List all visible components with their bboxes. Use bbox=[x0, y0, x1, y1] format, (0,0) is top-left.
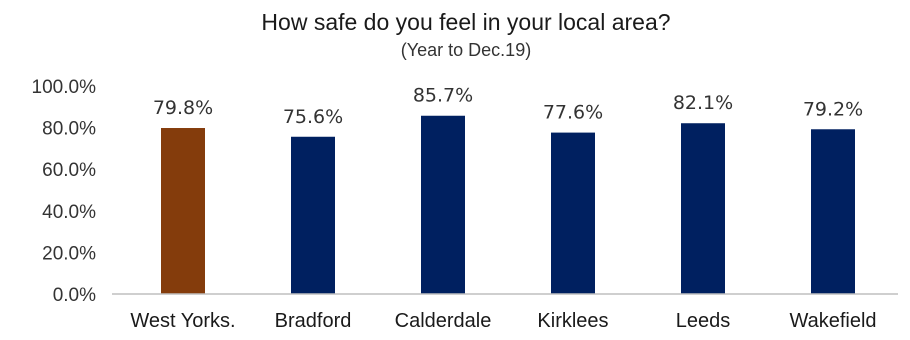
x-tick-label: Wakefield bbox=[789, 310, 876, 332]
bar-kirklees bbox=[551, 132, 595, 294]
y-tick-label: 20.0% bbox=[42, 243, 96, 264]
data-label: 77.6% bbox=[543, 102, 603, 124]
bar-wakefield bbox=[811, 129, 855, 294]
data-label: 79.2% bbox=[803, 98, 863, 120]
chart-subtitle: (Year to Dec.19) bbox=[401, 40, 531, 60]
data-label: 79.8% bbox=[153, 97, 213, 119]
x-tick-label: Kirklees bbox=[537, 310, 608, 332]
y-tick-label: 100.0% bbox=[32, 77, 97, 98]
x-tick-label: Bradford bbox=[275, 310, 352, 332]
bar-calderdale bbox=[421, 115, 465, 294]
data-label: 85.7% bbox=[413, 85, 473, 107]
x-tick-label: West Yorks. bbox=[130, 310, 235, 332]
data-labels: 79.8% 75.6% 85.7% 77.6% 82.1% 79.2% bbox=[153, 85, 863, 128]
bar-west-yorks bbox=[161, 128, 205, 294]
data-label: 75.6% bbox=[283, 106, 343, 128]
bars bbox=[161, 115, 855, 295]
data-label: 82.1% bbox=[673, 92, 733, 114]
x-axis-tick-labels: West Yorks. Bradford Calderdale Kirklees Lee… bbox=[130, 310, 876, 332]
bar-bradford bbox=[291, 136, 335, 294]
y-tick-label: 40.0% bbox=[42, 202, 96, 223]
x-tick-label: Leeds bbox=[676, 310, 731, 332]
x-tick-label: Calderdale bbox=[395, 310, 492, 332]
y-tick-label: 60.0% bbox=[42, 160, 96, 181]
y-axis-tick-labels: 0.0% 20.0% 40.0% 60.0% 80.0% 100.0% bbox=[32, 77, 97, 306]
chart-title: How safe do you feel in your local area? bbox=[261, 9, 670, 35]
bar-leeds bbox=[681, 123, 725, 295]
y-tick-label: 0.0% bbox=[53, 285, 96, 306]
y-tick-label: 80.0% bbox=[42, 119, 96, 140]
